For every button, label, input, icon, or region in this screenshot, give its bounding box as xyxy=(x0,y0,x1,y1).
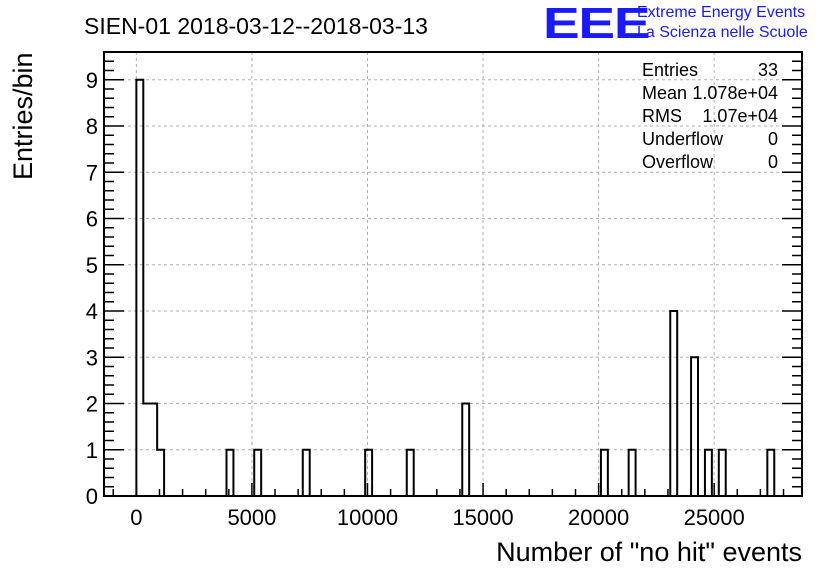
stats-label: Overflow xyxy=(642,152,714,172)
stats-label: Entries xyxy=(642,60,698,80)
histogram-bars xyxy=(135,78,776,497)
stats-value: 0 xyxy=(768,129,778,149)
y-tick-label: 4 xyxy=(86,299,98,324)
x-tick-label: 20000 xyxy=(568,505,629,530)
tick-labels: 0 5000 10000 15000 20000 25000 0 1 2 3 4 5 6 7 8 9 xyxy=(86,68,745,530)
stats-value: 0 xyxy=(768,152,778,172)
stats-label: Mean xyxy=(642,83,687,103)
eee-logo: EEE xyxy=(543,0,651,48)
histogram-bar xyxy=(407,450,414,496)
y-tick-label: 7 xyxy=(86,160,98,185)
y-tick-label: 3 xyxy=(86,345,98,370)
chart-title: SIEN-01 2018-03-12--2018-03-13 xyxy=(84,13,428,39)
x-tick-label: 0 xyxy=(130,505,142,530)
x-tick-label: 10000 xyxy=(337,505,398,530)
histogram-bar xyxy=(462,404,469,497)
stats-box: Entries 33 Mean 1.078e+04 RMS 1.07e+04 Underfl… xyxy=(642,60,778,172)
axis-ticks xyxy=(104,51,802,497)
histogram-bar xyxy=(226,450,233,496)
histogram-bar xyxy=(767,450,774,496)
y-tick-label: 5 xyxy=(86,253,98,278)
stats-value: 33 xyxy=(758,60,778,80)
logo-line-1: Extreme Energy Events xyxy=(637,4,806,21)
histogram-bar xyxy=(719,450,726,496)
histogram-bar xyxy=(143,404,150,497)
histogram-bar xyxy=(691,357,698,496)
y-tick-label: 6 xyxy=(86,207,98,232)
y-axis-label: Entries/bin xyxy=(8,52,38,180)
x-axis-label: Number of "no hit" events xyxy=(496,537,802,567)
stats-value: 1.078e+04 xyxy=(692,83,778,103)
histogram-bar xyxy=(670,311,677,496)
y-tick-label: 8 xyxy=(86,114,98,139)
histogram-bar xyxy=(629,450,636,496)
histogram-bar xyxy=(136,80,143,496)
x-tick-label: 5000 xyxy=(227,505,276,530)
logo-line-2: La Scienza nelle Scuole xyxy=(637,24,808,41)
histogram-bar xyxy=(365,450,372,496)
histogram-bar xyxy=(705,450,712,496)
histogram-bar xyxy=(601,450,608,496)
histogram-bar xyxy=(254,450,261,496)
y-tick-label: 0 xyxy=(86,484,98,509)
x-tick-label: 25000 xyxy=(684,505,745,530)
stats-label: RMS xyxy=(642,106,682,126)
x-tick-label: 15000 xyxy=(452,505,513,530)
histogram-bar xyxy=(157,450,164,496)
y-tick-label: 9 xyxy=(86,68,98,93)
y-tick-label: 1 xyxy=(86,438,98,463)
y-tick-label: 2 xyxy=(86,392,98,417)
stats-value: 1.07e+04 xyxy=(702,106,778,126)
histogram-bar xyxy=(303,450,310,496)
histogram-bar xyxy=(150,404,157,497)
histogram-outline xyxy=(135,78,776,496)
stats-label: Underflow xyxy=(642,129,724,149)
grid-lines xyxy=(104,52,802,496)
